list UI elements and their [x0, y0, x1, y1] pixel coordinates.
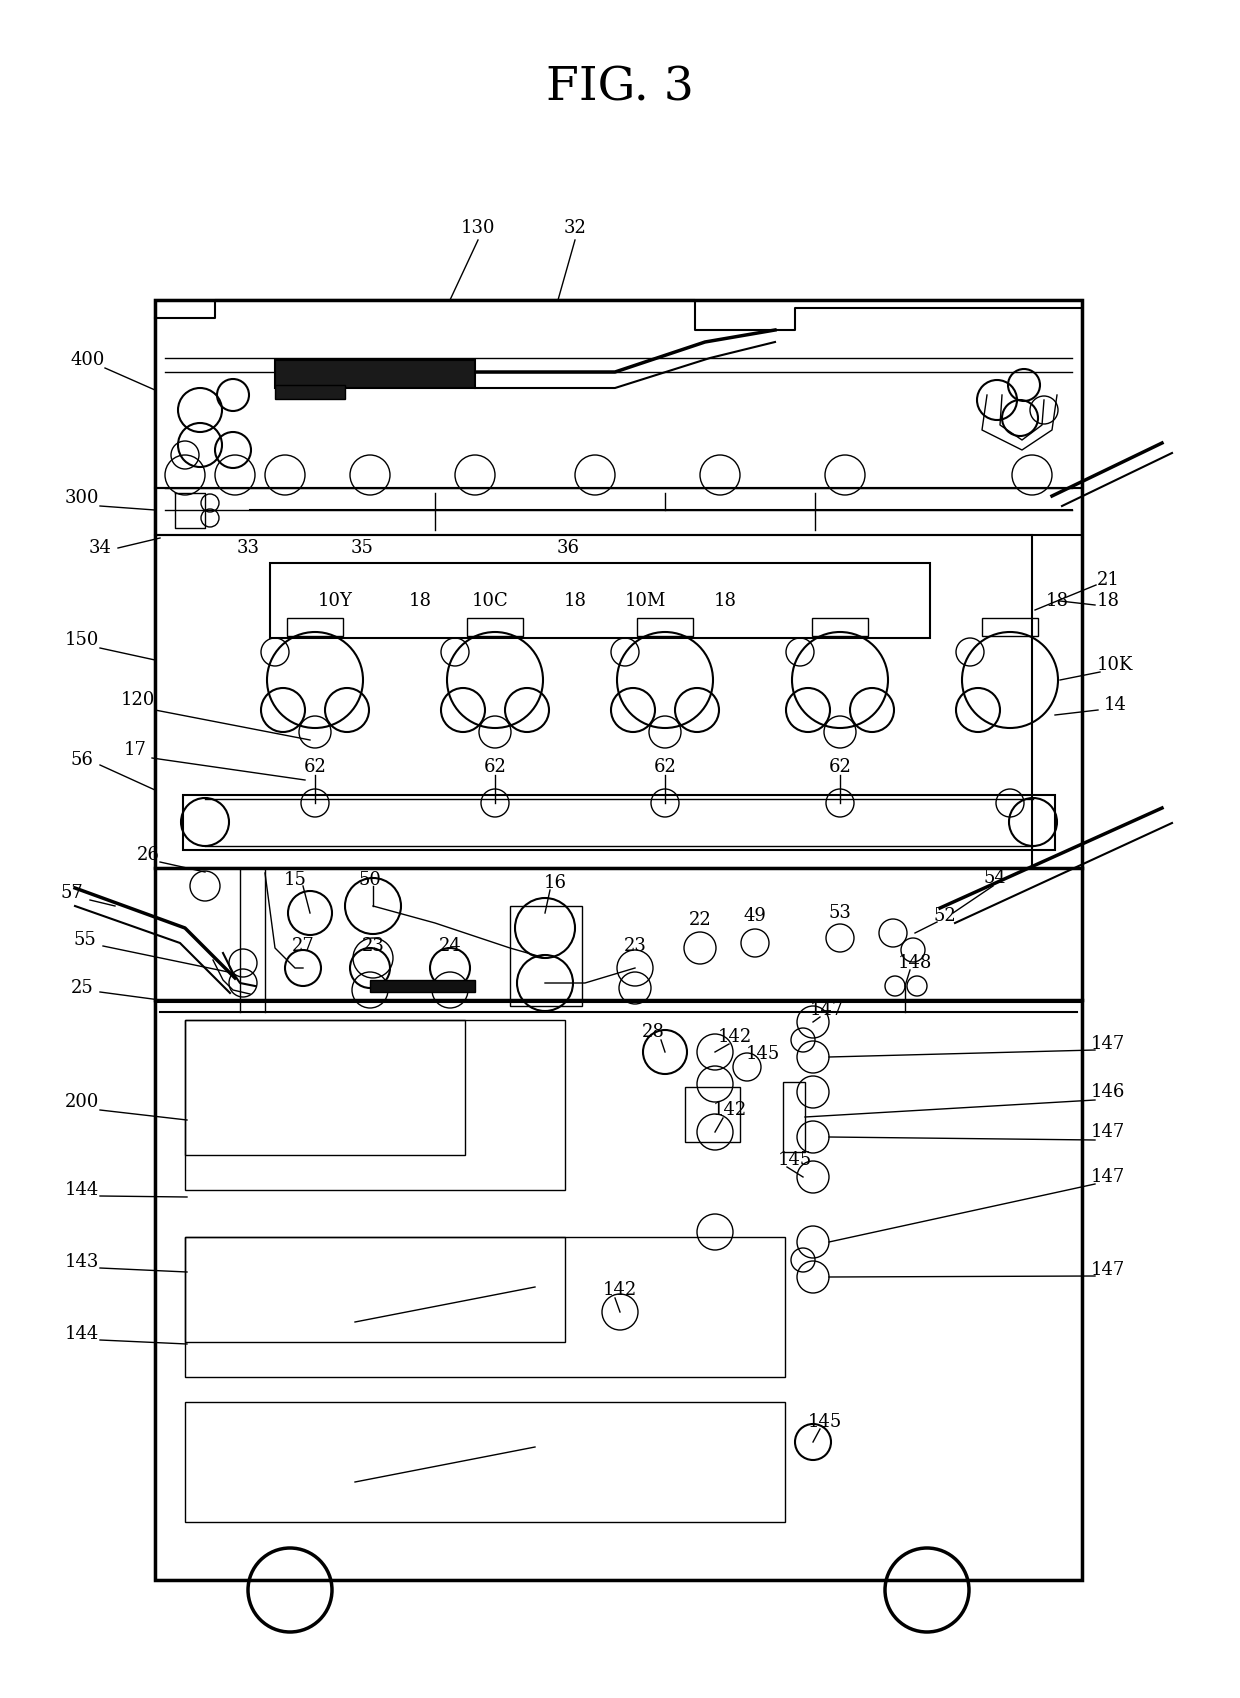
- Text: 10C: 10C: [471, 593, 508, 610]
- Bar: [510, 907, 582, 1005]
- Text: 145: 145: [777, 1151, 812, 1168]
- Bar: [155, 301, 1083, 487]
- Bar: [684, 1087, 740, 1143]
- Text: 28: 28: [641, 1022, 665, 1041]
- Text: 147: 147: [1091, 1036, 1125, 1053]
- Bar: [370, 980, 475, 992]
- Text: 18: 18: [563, 593, 587, 610]
- Text: 146: 146: [1091, 1083, 1125, 1100]
- Text: 145: 145: [746, 1044, 780, 1063]
- Text: 56: 56: [71, 751, 93, 769]
- Bar: [982, 618, 1038, 637]
- Text: 32: 32: [563, 219, 587, 238]
- Text: 150: 150: [64, 632, 99, 649]
- Text: 148: 148: [898, 954, 932, 971]
- Text: 14: 14: [1104, 696, 1126, 713]
- Text: 49: 49: [744, 907, 766, 925]
- Bar: [275, 360, 475, 389]
- Text: 10Y: 10Y: [317, 593, 352, 610]
- Bar: [782, 1082, 805, 1151]
- Text: 26: 26: [136, 846, 160, 864]
- Bar: [185, 1403, 785, 1521]
- Bar: [275, 385, 345, 399]
- Text: 36: 36: [557, 538, 579, 557]
- Bar: [185, 1020, 565, 1190]
- Text: 23: 23: [624, 937, 646, 954]
- Text: 35: 35: [351, 538, 373, 557]
- Bar: [286, 618, 343, 637]
- Text: 10M: 10M: [624, 593, 666, 610]
- Bar: [155, 535, 1032, 868]
- Text: 62: 62: [484, 757, 506, 776]
- Bar: [270, 564, 930, 638]
- Bar: [155, 301, 1083, 1581]
- Bar: [467, 618, 523, 637]
- Text: 27: 27: [291, 937, 315, 954]
- Text: 144: 144: [64, 1324, 99, 1343]
- Text: 147: 147: [810, 1002, 844, 1019]
- Text: FIG. 3: FIG. 3: [546, 65, 694, 110]
- Bar: [185, 1238, 785, 1377]
- Text: 24: 24: [439, 937, 461, 954]
- Text: 142: 142: [718, 1027, 753, 1046]
- Text: 10K: 10K: [1097, 655, 1133, 674]
- Text: 54: 54: [983, 869, 1007, 886]
- Text: 120: 120: [120, 691, 155, 710]
- Text: 142: 142: [603, 1280, 637, 1299]
- Text: 23: 23: [362, 937, 384, 954]
- Text: 55: 55: [73, 931, 97, 949]
- Text: 147: 147: [1091, 1122, 1125, 1141]
- Text: 147: 147: [1091, 1168, 1125, 1185]
- Text: 400: 400: [71, 351, 105, 368]
- Text: 300: 300: [64, 489, 99, 508]
- Text: 53: 53: [828, 903, 852, 922]
- Text: 144: 144: [64, 1182, 99, 1199]
- Text: 147: 147: [1091, 1262, 1125, 1279]
- Text: 18: 18: [408, 593, 432, 610]
- Text: 25: 25: [71, 980, 93, 997]
- Text: 62: 62: [653, 757, 677, 776]
- Text: 17: 17: [124, 740, 146, 759]
- Bar: [637, 618, 693, 637]
- Text: 130: 130: [461, 219, 495, 238]
- Text: 142: 142: [713, 1100, 748, 1119]
- Text: 62: 62: [304, 757, 326, 776]
- Text: 200: 200: [64, 1094, 99, 1110]
- Text: 16: 16: [543, 874, 567, 891]
- Text: 52: 52: [934, 907, 956, 925]
- Text: 34: 34: [88, 538, 112, 557]
- Bar: [812, 618, 868, 637]
- Text: 22: 22: [688, 912, 712, 929]
- Text: 62: 62: [828, 757, 852, 776]
- Text: 143: 143: [64, 1253, 99, 1272]
- Text: 145: 145: [808, 1413, 842, 1431]
- Text: 18: 18: [713, 593, 737, 610]
- Bar: [155, 1002, 1083, 1581]
- Bar: [185, 1020, 465, 1155]
- Text: 21: 21: [1096, 571, 1120, 589]
- Bar: [185, 1238, 565, 1341]
- Text: 15: 15: [284, 871, 306, 890]
- Text: 57: 57: [61, 885, 83, 902]
- Bar: [155, 487, 1083, 535]
- Text: 33: 33: [237, 538, 259, 557]
- Bar: [184, 795, 1055, 851]
- Text: 18: 18: [1045, 593, 1069, 610]
- Text: 50: 50: [358, 871, 382, 890]
- Text: 18: 18: [1096, 593, 1120, 610]
